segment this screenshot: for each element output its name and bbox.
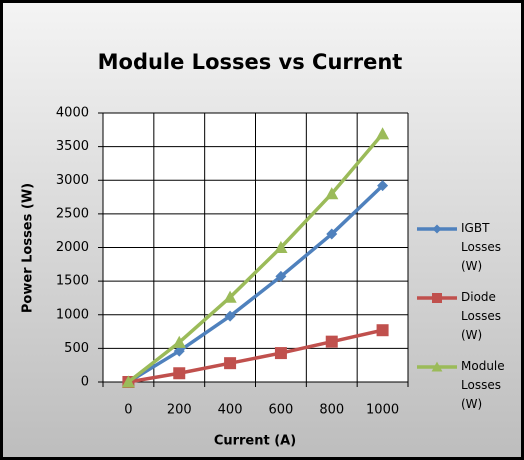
marker [377, 180, 389, 192]
marker [376, 324, 389, 337]
legend-label: IGBT Losses (W) [461, 221, 505, 273]
series-line [127, 184, 384, 384]
marker [431, 361, 443, 372]
chart-title: Module Losses vs Current [98, 50, 403, 74]
marker [274, 240, 288, 253]
x-tick-label: 800 [319, 403, 344, 418]
series-line [127, 132, 384, 384]
legend-label: Module Losses (W) [461, 359, 508, 411]
y-tick-label: 4000 [56, 106, 89, 121]
marker [224, 357, 237, 370]
y-tick-label: 3500 [56, 139, 89, 154]
x-tick-label: 1000 [366, 403, 399, 418]
marker [121, 375, 136, 388]
y-axis-label: Power Losses (W) [21, 183, 36, 313]
series-line [128, 328, 383, 384]
marker [274, 347, 287, 360]
y-tick-label: 500 [64, 341, 89, 356]
marker [432, 224, 442, 234]
marker [173, 367, 186, 380]
y-tick-label: 2000 [56, 240, 89, 255]
marker [172, 335, 186, 348]
marker [326, 228, 338, 240]
x-tick-label: 0 [124, 403, 132, 418]
marker [223, 290, 237, 303]
marker [325, 187, 339, 200]
marker [375, 127, 390, 140]
y-tick-label: 1000 [56, 307, 89, 322]
y-tick-label: 2500 [56, 206, 89, 221]
x-axis-label: Current (A) [214, 434, 296, 449]
marker [432, 293, 442, 303]
y-tick-label: 1500 [56, 274, 89, 289]
y-tick-label: 0 [81, 375, 89, 390]
x-tick-label: 600 [269, 403, 294, 418]
marker [275, 270, 287, 282]
marker [325, 335, 338, 348]
x-tick-label: 400 [218, 403, 243, 418]
marker [224, 310, 236, 322]
legend-label: Diode Losses (W) [461, 290, 505, 342]
marker [173, 345, 185, 357]
x-tick-label: 200 [167, 403, 192, 418]
y-tick-label: 3000 [56, 173, 89, 188]
